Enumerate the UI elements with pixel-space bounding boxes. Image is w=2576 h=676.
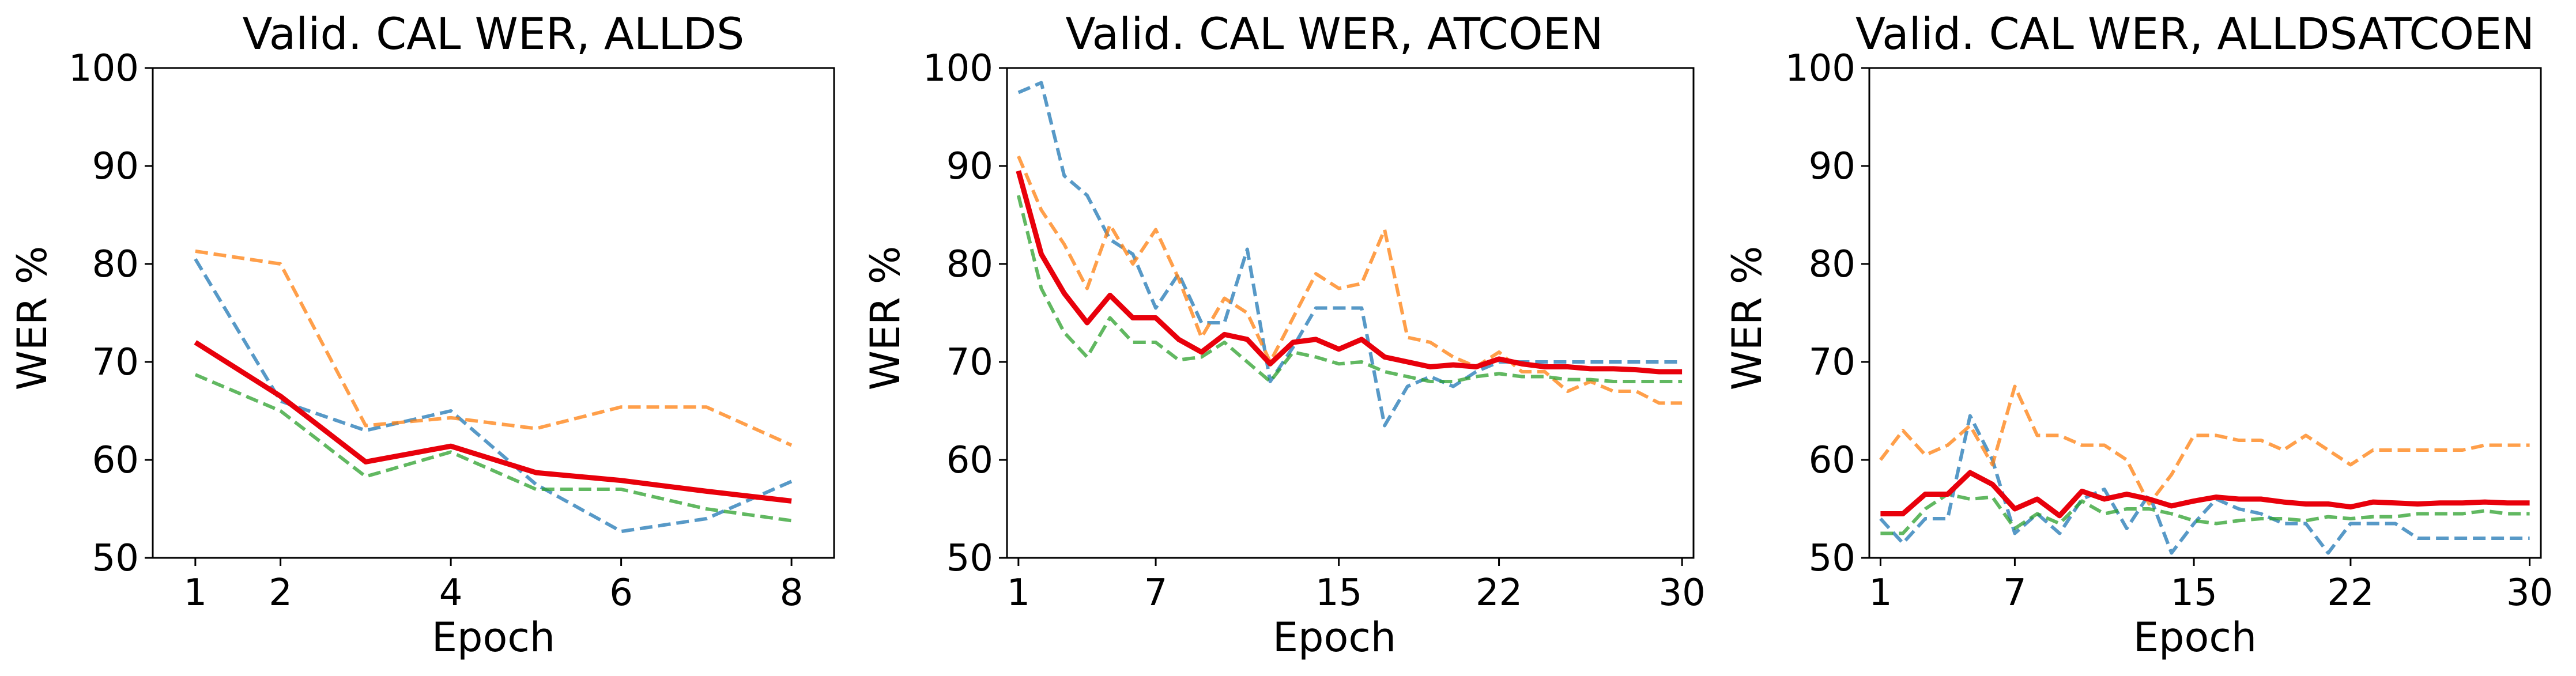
x-tick-label: 15 [1315,572,1362,614]
series-line-4 [194,340,792,504]
x-tick-label: 8 [780,572,804,614]
plot-frame [1006,67,1695,559]
x-tick-label: 30 [2506,572,2553,614]
y-tick-label: 70 [1809,341,1855,384]
subplot-alldsatcoen: Valid. CAL WER, ALLDSATCOEN WER % Epoch … [1723,8,2553,661]
x-tick-label: 30 [1658,572,1705,614]
x-tick-label: 7 [1144,572,1168,614]
series-line-4 [1880,470,2530,519]
series-line-3 [194,373,792,523]
series-line-4 [1016,170,1683,375]
y-axis-label: WER % [9,246,56,391]
x-tick-label: 22 [1476,572,1522,614]
y-tick-label: 60 [1809,439,1855,482]
y-tick-label: 70 [946,341,993,384]
y-axis-label: WER % [862,246,909,391]
y-tick-label: 70 [92,341,139,384]
y-axis-label: WER % [1723,246,1771,391]
plot-frame [1868,67,2542,559]
series-line-2 [1879,384,2530,506]
series-line-2 [195,249,793,447]
y-tick-label: 90 [92,145,139,188]
y-tick-label: 50 [946,537,993,580]
x-tick-label: 1 [1869,572,1892,614]
x-axis-label: Epoch [1273,614,1396,661]
x-axis-label: Epoch [2133,614,2257,661]
x-tick-label: 2 [269,572,292,614]
y-tick-label: 60 [92,439,139,482]
x-tick-label: 7 [2003,572,2027,614]
y-tick-label: 80 [946,243,993,286]
y-tick-label: 80 [1809,243,1855,286]
series-line-3 [1880,492,2530,535]
y-tick-label: 100 [923,47,993,90]
chart-title: Valid. CAL WER, ALLDS [243,8,745,59]
x-tick-label: 6 [609,572,633,614]
subplot-allds: Valid. CAL WER, ALLDS WER % Epoch 50 60 70… [9,8,835,661]
y-tick-label: 80 [92,243,139,286]
y-tick-label: 90 [1809,145,1855,188]
x-tick-label: 1 [1006,572,1030,614]
chart-title: Valid. CAL WER, ALLDSATCOEN [1855,8,2534,59]
y-tick-label: 100 [1785,47,1855,90]
series-line-1 [194,258,793,534]
y-tick-label: 50 [92,537,139,580]
x-tick-label: 1 [184,572,208,614]
series-line-3 [1016,195,1683,383]
y-tick-label: 100 [69,47,139,90]
y-tick-label: 60 [946,439,993,482]
series-line-1 [1879,414,2530,555]
chart-title: Valid. CAL WER, ATCOEN [1065,8,1603,59]
x-tick-label: 15 [2170,572,2217,614]
plot-frame [152,67,835,559]
series-line-2 [1017,155,1683,405]
x-tick-label: 4 [439,572,463,614]
subplot-atcoen: Valid. CAL WER, ATCOEN WER % Epoch 50 60 7… [862,8,1706,661]
y-tick-label: 90 [946,145,993,188]
x-tick-label: 22 [2327,572,2374,614]
x-axis-label: Epoch [432,614,555,661]
y-tick-label: 50 [1809,537,1855,580]
series-line-1 [1017,81,1683,428]
